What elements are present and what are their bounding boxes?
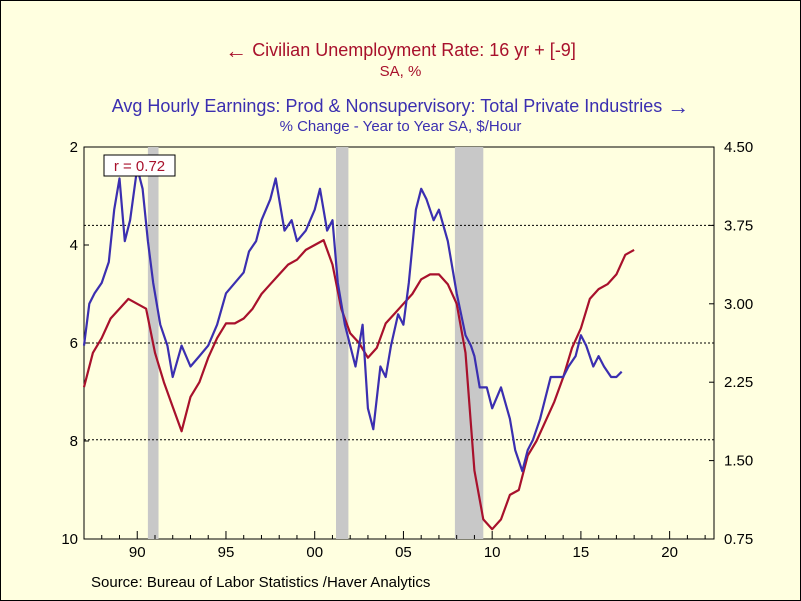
right-arrow-icon: →: [667, 94, 690, 120]
recession-bar-1: [336, 147, 349, 539]
left-arrow-icon: ←: [225, 38, 248, 64]
legend-earnings-units: % Change - Year to Year SA, $/Hour: [279, 118, 522, 135]
left-tick-label-3: 8: [70, 433, 78, 450]
legend-earnings-label: Avg Hourly Earnings: Prod & Nonsuperviso…: [111, 96, 663, 116]
legend-unemployment-units: SA, %: [379, 63, 422, 80]
x-tick-label-3: 05: [395, 544, 412, 561]
right-tick-label-0: 4.50: [724, 139, 753, 156]
left-tick-label-1: 4: [70, 237, 78, 254]
left-tick-label-2: 6: [70, 335, 78, 352]
source-note: Source: Bureau of Labor Statistics /Have…: [91, 574, 431, 591]
x-tick-label-4: 10: [484, 544, 501, 561]
right-tick-label-4: 1.50: [724, 453, 753, 470]
legend-unemployment-label: Civilian Unemployment Rate: 16 yr + [-9]: [252, 40, 576, 60]
left-tick-label-0: 2: [70, 139, 78, 156]
right-tick-label-2: 3.00: [724, 296, 753, 313]
right-tick-label-3: 2.25: [724, 374, 753, 391]
correlation-box: [103, 154, 176, 177]
x-tick-label-1: 95: [218, 544, 235, 561]
x-tick-label-5: 15: [573, 544, 590, 561]
legend-unemployment: ← Civilian Unemployment Rate: 16 yr + [-…: [0, 38, 801, 64]
earnings-line: [82, 166, 623, 473]
x-tick-label-0: 90: [129, 544, 146, 561]
x-tick-label-2: 00: [306, 544, 323, 561]
x-tick-label-6: 20: [661, 544, 678, 561]
correlation-label: r = 0.72: [114, 158, 165, 175]
plot-area: [83, 146, 715, 540]
right-tick-label-5: 0.75: [724, 531, 753, 548]
right-tick-label-1: 3.75: [724, 217, 753, 234]
legend-earnings: Avg Hourly Earnings: Prod & Nonsuperviso…: [0, 94, 801, 120]
left-tick-label-4: 10: [61, 531, 78, 548]
